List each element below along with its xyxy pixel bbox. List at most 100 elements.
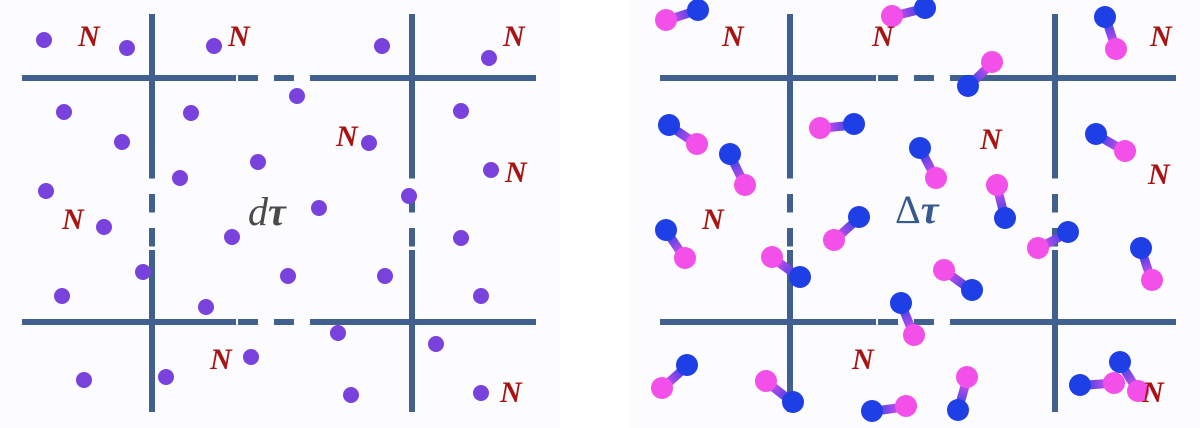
atom-blue <box>655 219 677 241</box>
atom-magenta <box>734 174 756 196</box>
atom-blue <box>1057 221 1080 244</box>
point-particle <box>428 336 444 352</box>
atom-blue <box>909 137 931 159</box>
grid-v-right-right-panel-solid-a <box>1052 14 1058 160</box>
point-particle <box>401 188 417 204</box>
particle-number-label-N: N <box>852 343 874 376</box>
point-particle <box>374 38 390 54</box>
point-particle <box>38 183 54 199</box>
grid-v-left-right-panel-solid-b <box>787 250 793 412</box>
particle-number-label-N: N <box>78 20 100 53</box>
grid-v-right-right-panel-dashed <box>1052 160 1058 252</box>
volume-element-label-deltatau: Δτ <box>895 190 939 230</box>
atom-magenta <box>1140 269 1163 292</box>
volume-element-label-dtau: dτ <box>248 192 286 232</box>
point-particle <box>96 219 112 235</box>
point-particle <box>481 50 497 66</box>
deltatau-delta-glyph: Δ <box>895 187 921 232</box>
atom-magenta <box>1127 379 1150 402</box>
atom-magenta <box>902 323 925 346</box>
atom-magenta <box>655 9 677 31</box>
point-particle <box>172 170 188 186</box>
atom-blue <box>913 0 936 19</box>
grid-v-right-solid-a <box>409 14 415 160</box>
grid-h-bottom-right-dashed <box>878 319 966 325</box>
point-particle <box>473 288 489 304</box>
point-particle <box>453 103 469 119</box>
atom-magenta <box>1114 140 1137 162</box>
panel-right-diatomic-molecules: N N N N N N N N Δτ <box>630 0 1200 428</box>
grid-h-bottom-left-solid-b <box>326 319 536 325</box>
point-particle <box>158 369 174 385</box>
point-particle <box>36 32 52 48</box>
point-particle <box>243 349 259 365</box>
panel-left-point-particles: N N N N N N N N dτ <box>0 0 560 428</box>
atom-blue <box>676 354 699 377</box>
particle-number-label-N: N <box>1142 376 1164 409</box>
grid-h-top-left-solid-b <box>326 75 536 81</box>
point-particle <box>206 38 222 54</box>
particle-number-label-N: N <box>228 20 250 53</box>
atom-blue <box>781 390 804 413</box>
atom-magenta <box>924 167 947 190</box>
grid-v-left-right-panel-solid-a <box>787 14 793 160</box>
point-particle <box>198 299 214 315</box>
atom-magenta <box>1105 38 1127 60</box>
atom-blue <box>957 75 979 97</box>
atom-magenta <box>981 51 1004 74</box>
deltatau-tau-glyph: τ <box>920 187 939 232</box>
point-particle <box>280 268 296 284</box>
grid-h-top-left-solid-a <box>22 75 236 81</box>
atom-magenta <box>686 133 709 155</box>
grid-v-right-solid-b <box>409 250 415 412</box>
atom-blue <box>687 0 710 21</box>
point-particle <box>330 325 346 341</box>
point-particle <box>250 154 266 170</box>
grid-v-left-right-panel-dashed <box>787 160 793 252</box>
particle-number-label-N: N <box>1150 20 1172 53</box>
atom-blue <box>960 278 983 301</box>
atom-magenta <box>823 229 845 251</box>
particle-number-label-N: N <box>503 20 525 53</box>
grid-h-bottom-right-solid-a <box>660 319 876 325</box>
grid-h-bottom-right-solid-b <box>966 319 1176 325</box>
particle-number-label-N: N <box>210 343 232 376</box>
grid-h-top-right-dashed <box>878 75 966 81</box>
point-particle <box>473 385 489 401</box>
grid-h-bottom-left-solid-a <box>22 319 236 325</box>
point-particle <box>377 268 393 284</box>
point-particle <box>76 372 92 388</box>
atom-blue <box>1130 237 1152 259</box>
atom-magenta <box>651 377 673 399</box>
atom-blue <box>1069 374 1091 396</box>
atom-magenta <box>755 370 777 392</box>
particle-number-label-N: N <box>1148 158 1170 191</box>
point-particle <box>114 134 130 150</box>
atom-magenta <box>985 174 1008 196</box>
point-particle <box>483 162 499 178</box>
grid-h-top-left-dashed <box>238 75 328 81</box>
atom-blue <box>1094 5 1117 28</box>
point-particle <box>119 40 135 56</box>
dtau-d-glyph: d <box>248 189 268 234</box>
point-particle <box>183 105 199 121</box>
particle-number-label-N: N <box>980 123 1002 156</box>
point-particle <box>361 135 377 151</box>
atom-blue <box>861 400 883 422</box>
atom-magenta <box>1102 371 1125 394</box>
particle-number-label-N: N <box>722 20 744 53</box>
particle-number-label-N: N <box>62 203 84 236</box>
grid-v-right-dashed <box>409 160 415 252</box>
particle-number-label-N: N <box>500 376 522 409</box>
particle-number-label-N: N <box>872 20 894 53</box>
point-particle <box>343 387 359 403</box>
atom-blue <box>1085 123 1107 145</box>
atom-blue <box>890 292 912 314</box>
particle-number-label-N: N <box>505 156 527 189</box>
atom-magenta <box>809 117 831 139</box>
atom-blue <box>947 399 969 421</box>
atom-magenta <box>1027 237 1049 259</box>
atom-magenta <box>956 366 979 389</box>
atom-magenta <box>881 5 903 27</box>
